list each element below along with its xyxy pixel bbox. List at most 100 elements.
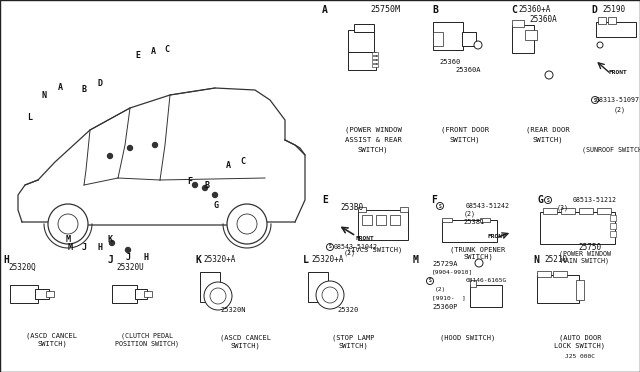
Text: M: M bbox=[65, 235, 70, 244]
Circle shape bbox=[58, 214, 78, 234]
Text: (ASCD CANCEL: (ASCD CANCEL bbox=[220, 335, 271, 341]
Text: 08513-51212: 08513-51212 bbox=[573, 197, 617, 203]
Text: (SUNROOF SWITCH): (SUNROOF SWITCH) bbox=[582, 147, 640, 153]
Bar bbox=[553, 271, 567, 277]
Text: 25729A: 25729A bbox=[432, 261, 458, 267]
Text: B: B bbox=[205, 182, 209, 190]
Bar bbox=[354, 24, 374, 32]
Text: 25360A: 25360A bbox=[529, 16, 557, 25]
Bar bbox=[537, 275, 579, 303]
Text: F: F bbox=[431, 195, 437, 205]
Text: 25210: 25210 bbox=[545, 256, 568, 264]
Bar bbox=[598, 17, 606, 24]
Text: S: S bbox=[593, 97, 596, 103]
Text: C: C bbox=[241, 157, 246, 166]
Bar bbox=[376, 215, 386, 225]
Text: ASSIST & REAR: ASSIST & REAR bbox=[344, 137, 401, 143]
Bar bbox=[433, 32, 443, 46]
Circle shape bbox=[237, 214, 257, 234]
Circle shape bbox=[127, 145, 132, 151]
Circle shape bbox=[326, 244, 333, 250]
Text: M: M bbox=[413, 255, 419, 265]
Bar bbox=[372, 56, 378, 59]
Text: A: A bbox=[58, 83, 63, 93]
Circle shape bbox=[125, 247, 131, 253]
Bar bbox=[470, 285, 502, 307]
Text: H: H bbox=[97, 244, 102, 253]
Text: SWITCH): SWITCH) bbox=[463, 254, 493, 260]
Bar bbox=[512, 20, 524, 27]
Text: N: N bbox=[533, 255, 539, 265]
Text: FRONT: FRONT bbox=[488, 234, 506, 240]
Text: (TRUNK OPENER: (TRUNK OPENER bbox=[451, 247, 506, 253]
Bar bbox=[358, 207, 366, 212]
Text: 08543-51042: 08543-51042 bbox=[334, 244, 378, 250]
Circle shape bbox=[426, 278, 433, 285]
Text: (POWER WINDOW: (POWER WINDOW bbox=[559, 251, 611, 257]
Circle shape bbox=[436, 202, 444, 209]
Circle shape bbox=[109, 241, 115, 246]
Circle shape bbox=[591, 96, 598, 103]
Text: 25320: 25320 bbox=[337, 307, 358, 313]
Bar bbox=[348, 30, 374, 52]
Text: C: C bbox=[511, 5, 517, 15]
Text: (FRONT DOOR: (FRONT DOOR bbox=[441, 127, 489, 133]
Text: (CLUTCH PEDAL: (CLUTCH PEDAL bbox=[121, 333, 173, 339]
Text: A: A bbox=[150, 46, 156, 55]
Bar bbox=[579, 208, 593, 214]
Text: (2): (2) bbox=[614, 107, 626, 113]
Text: G: G bbox=[538, 195, 544, 205]
Text: D: D bbox=[591, 5, 597, 15]
Bar bbox=[348, 52, 376, 70]
Text: 253B0: 253B0 bbox=[340, 202, 363, 212]
Text: A: A bbox=[225, 160, 230, 170]
Text: M: M bbox=[67, 244, 72, 253]
Text: LOCK SWITCH): LOCK SWITCH) bbox=[554, 343, 605, 349]
Text: 25320+A: 25320+A bbox=[204, 256, 236, 264]
Circle shape bbox=[108, 154, 113, 158]
Bar bbox=[46, 291, 54, 297]
Text: 25320N: 25320N bbox=[220, 307, 246, 313]
Bar bbox=[540, 212, 615, 244]
Text: 25360+A: 25360+A bbox=[519, 6, 551, 15]
Bar bbox=[576, 280, 584, 300]
Text: SWITCH): SWITCH) bbox=[450, 137, 480, 143]
Text: B: B bbox=[81, 86, 86, 94]
Bar bbox=[597, 208, 611, 214]
Bar bbox=[610, 231, 616, 237]
Text: MAIN SWITCH): MAIN SWITCH) bbox=[561, 258, 609, 264]
Text: D: D bbox=[97, 78, 102, 87]
Circle shape bbox=[212, 192, 218, 198]
Bar bbox=[470, 280, 476, 287]
Text: (2): (2) bbox=[464, 211, 476, 217]
Text: 25360A: 25360A bbox=[455, 67, 481, 73]
Circle shape bbox=[316, 281, 344, 309]
Text: 08146-6165G: 08146-6165G bbox=[466, 279, 508, 283]
Circle shape bbox=[474, 41, 482, 49]
Text: J25 000C: J25 000C bbox=[565, 353, 595, 359]
Text: (POWER WINDOW: (POWER WINDOW bbox=[344, 127, 401, 133]
Bar bbox=[372, 52, 378, 55]
Text: SWITCH): SWITCH) bbox=[230, 343, 260, 349]
Text: S: S bbox=[328, 244, 332, 250]
Bar bbox=[543, 208, 557, 214]
Bar bbox=[462, 32, 476, 46]
Circle shape bbox=[322, 287, 338, 303]
Text: (ASCD CANCEL: (ASCD CANCEL bbox=[26, 333, 77, 339]
Circle shape bbox=[210, 288, 226, 304]
Bar bbox=[372, 60, 378, 63]
Bar bbox=[35, 289, 49, 299]
Bar bbox=[442, 220, 497, 242]
Text: (3): (3) bbox=[557, 205, 569, 211]
Text: J: J bbox=[108, 255, 114, 265]
Text: 08543-51242: 08543-51242 bbox=[466, 203, 510, 209]
Text: (STOP LAMP: (STOP LAMP bbox=[332, 335, 374, 341]
Bar bbox=[144, 291, 152, 297]
Text: (2): (2) bbox=[344, 250, 356, 256]
Bar bbox=[390, 215, 400, 225]
Text: SWITCH): SWITCH) bbox=[37, 341, 67, 347]
Text: B: B bbox=[432, 5, 438, 15]
Text: FRONT: FRONT bbox=[609, 71, 627, 76]
Circle shape bbox=[48, 204, 88, 244]
Text: POSITION SWITCH): POSITION SWITCH) bbox=[115, 341, 179, 347]
